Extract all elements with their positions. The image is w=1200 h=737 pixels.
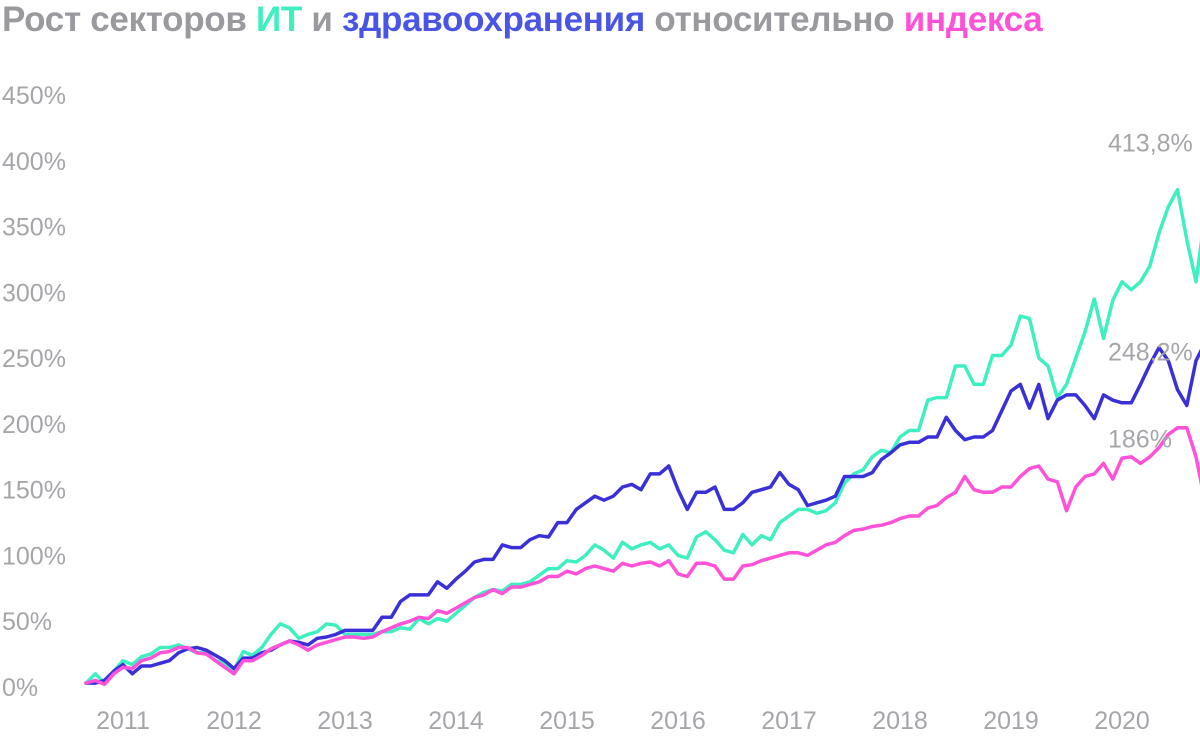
x-tick-label: 2014 [428, 707, 484, 735]
title-relative: относительно [644, 0, 904, 39]
y-tick-label: 50% [2, 608, 52, 636]
series-end-labels: 413,8% 248,2% 186% [1108, 130, 1193, 454]
title-index: индекса [903, 0, 1043, 39]
x-tick-label: 2017 [761, 707, 817, 735]
x-tick-label: 2012 [206, 707, 262, 735]
title-health: здравоохранения [342, 0, 645, 39]
series-line-1 [84, 345, 1200, 685]
y-tick-label: 250% [2, 345, 66, 373]
title-part-main: Рост секторов [2, 0, 257, 39]
series-end-label: 248,2% [1108, 339, 1193, 367]
y-tick-label: 400% [2, 148, 66, 176]
x-tick-label: 2011 [96, 707, 150, 735]
y-tick-label: 100% [2, 542, 66, 570]
y-tick-label: 0% [2, 674, 38, 702]
title-it: ИТ [256, 0, 302, 39]
series-lines [84, 187, 1200, 687]
x-tick-label: 2018 [872, 707, 928, 735]
y-tick-label: 200% [2, 411, 66, 439]
y-tick-label: 350% [2, 214, 66, 242]
series-line-2 [84, 426, 1200, 687]
x-tick-label: 2020 [1094, 707, 1150, 735]
series-end-label: 413,8% [1108, 130, 1193, 158]
series-line-0 [84, 187, 1200, 685]
title-and: и [301, 0, 343, 39]
x-tick-label: 2015 [539, 707, 595, 735]
y-tick-label: 450% [2, 82, 66, 110]
x-tick-label: 2013 [317, 707, 373, 735]
chart-title: Рост секторов ИТ и здравоохранения относ… [2, 0, 1043, 40]
x-tick-label: 2019 [983, 707, 1039, 735]
y-axis-ticks: 0% 50% 100% 150% 200% 250% 300% 350% 400% 450% [2, 82, 66, 702]
y-tick-label: 300% [2, 279, 66, 307]
x-axis-ticks: 2011 2012 2013 2014 2015 2016 2017 2018 2019 2020 [96, 707, 1150, 735]
y-tick-label: 150% [2, 477, 66, 505]
series-end-label: 186% [1108, 425, 1172, 453]
x-tick-label: 2016 [650, 707, 706, 735]
